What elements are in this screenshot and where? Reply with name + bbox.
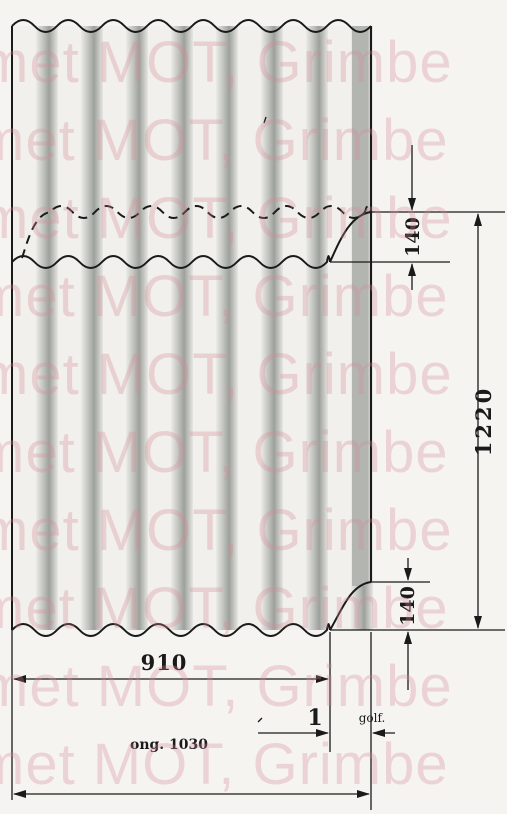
arrowheads	[13, 198, 482, 798]
arrowhead	[404, 631, 412, 644]
corrugation-rib	[171, 26, 193, 630]
upper-overlap-wave-dashed	[21, 205, 372, 259]
arrowhead	[13, 790, 26, 798]
arrowhead	[408, 198, 416, 211]
sheet-body	[12, 26, 373, 630]
width-overall-label: ong. 1030	[130, 737, 208, 753]
watermark-text: met MOT, Grimbe	[0, 420, 449, 485]
corrugation-rib	[126, 26, 148, 630]
corrugation-count-label: 1	[307, 705, 322, 731]
dimension-lines	[11, 116, 505, 810]
flange-rib	[352, 26, 368, 586]
arrowhead	[408, 263, 416, 276]
watermark-text: met MOT, Grimbe	[0, 108, 449, 173]
watermark-text: met MOT, Grimbe	[0, 342, 453, 407]
arrowhead	[474, 213, 482, 226]
tick-mark	[263, 116, 267, 124]
arrowhead	[316, 675, 329, 683]
arrowhead	[372, 729, 385, 737]
corrugation-rib	[81, 26, 103, 630]
corrugation-unit-label: golf.	[359, 711, 386, 725]
width-effective-label: 910	[141, 650, 188, 675]
arrowhead	[404, 568, 412, 581]
corrugation-rib	[261, 26, 283, 630]
tick-mark	[257, 717, 263, 723]
arrowhead	[357, 790, 370, 798]
overlap-top-label: 140	[402, 217, 424, 257]
corrugation-ribs	[36, 26, 373, 630]
overlap-bottom-label: 140	[397, 586, 419, 626]
top-wave-edge	[11, 19, 372, 33]
watermark-text: met MOT, Grimbe	[0, 498, 453, 563]
corrugation-rib	[306, 26, 328, 630]
watermark: met MOT, Grimbe met MOT, Grimbe met MOT, G…	[0, 30, 453, 797]
bottom-right-flange-curve	[329, 581, 372, 631]
bottom-wave-edge	[11, 623, 331, 637]
corrugation-rib	[216, 26, 238, 630]
watermark-text: met MOT, Grimbe	[0, 264, 449, 329]
watermark-text: met MOT, Grimbe	[0, 732, 449, 797]
top-right-flange-curve	[329, 211, 372, 263]
sheet-outline	[11, 19, 372, 637]
height-label: 1220	[471, 386, 496, 456]
watermark-text: met MOT, Grimbe	[0, 576, 449, 641]
watermark-text: met MOT, Grimbe	[0, 30, 453, 95]
overlap-wave-line	[11, 255, 331, 269]
watermark-text: met MOT, Grimbe	[0, 654, 453, 719]
arrowhead	[474, 616, 482, 629]
corrugation-rib	[36, 26, 58, 630]
arrowhead	[316, 729, 329, 737]
watermark-text: met MOT, Grimbe	[0, 186, 453, 251]
arrowhead	[13, 675, 26, 683]
